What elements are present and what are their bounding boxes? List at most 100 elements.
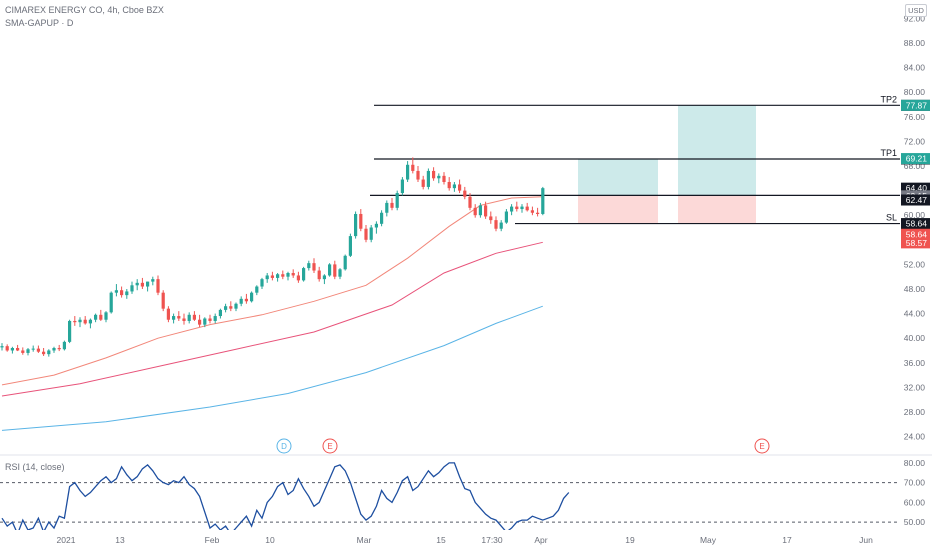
candle	[94, 313, 98, 323]
time-tick-label: 17	[782, 535, 792, 545]
price-axis[interactable]: 92.0088.0084.0080.0076.0072.0068.0064.00…	[901, 13, 930, 527]
candle-body	[322, 275, 326, 280]
candle-body	[156, 279, 160, 293]
candle	[338, 268, 342, 280]
event-marker: E	[754, 438, 770, 454]
candle	[504, 209, 508, 224]
candle-body	[536, 212, 540, 214]
sma-fast-line	[1, 196, 543, 386]
price-tag-text: 64.40	[906, 183, 928, 193]
event-marker-label: E	[327, 442, 332, 451]
candle	[354, 211, 358, 239]
candle-body	[385, 202, 389, 213]
price-tag-text: 62.47	[906, 195, 928, 205]
candle	[463, 186, 467, 200]
candle-body	[270, 275, 274, 278]
candle-body	[109, 292, 113, 313]
candle	[478, 202, 482, 218]
candle-body	[146, 281, 150, 287]
candle	[385, 200, 389, 217]
price-tick-label: 76.00	[904, 112, 926, 122]
candle	[224, 303, 228, 313]
price-tag-bg	[901, 99, 930, 111]
candle	[36, 345, 40, 353]
candle	[151, 276, 155, 286]
candle	[525, 202, 529, 212]
candle	[213, 313, 217, 324]
symbol-title: CIMAREX ENERGY CO, 4h, Cboe BZX	[5, 5, 164, 15]
candle	[83, 316, 87, 325]
price-tick-label: 84.00	[904, 63, 926, 73]
candle	[416, 166, 420, 182]
level-tag-bg	[901, 218, 930, 230]
candle	[198, 314, 202, 328]
candle	[333, 260, 337, 280]
candle-body	[208, 318, 212, 321]
candle-body	[348, 236, 352, 256]
candle-body	[234, 303, 238, 309]
price-tag: 77.87	[901, 99, 930, 111]
candle-body	[203, 318, 207, 325]
rsi-tick-label: 80.00	[904, 458, 926, 468]
rsi-tick-label: 60.00	[904, 497, 926, 507]
price-tick-label: 28.00	[904, 407, 926, 417]
price-tick-label: 60.00	[904, 210, 926, 220]
candle-body	[400, 179, 404, 194]
candle	[109, 291, 113, 314]
price-tag-text: 69.21	[906, 154, 928, 164]
candle-body	[515, 206, 519, 210]
candle	[499, 220, 503, 232]
candle	[276, 273, 280, 282]
candle-body	[411, 164, 415, 171]
candle-body	[244, 298, 248, 302]
candle	[57, 344, 61, 352]
price-tick-label: 40.00	[904, 333, 926, 343]
candle-body	[463, 190, 467, 197]
candle-body	[16, 348, 20, 351]
candle	[26, 348, 30, 356]
candle-body	[239, 298, 243, 304]
candle-body	[255, 286, 259, 293]
candle-body	[432, 170, 436, 179]
candle-body	[426, 170, 430, 187]
candle	[380, 210, 384, 227]
candle-body	[198, 319, 202, 325]
candle-body	[328, 264, 332, 276]
candle-body	[31, 348, 35, 350]
candle	[291, 269, 295, 278]
rsi-line	[1, 462, 570, 530]
candle	[172, 313, 176, 324]
candle-body	[489, 216, 493, 221]
candle-body	[317, 270, 321, 280]
candle-body	[406, 164, 410, 180]
time-axis[interactable]: 2021 13 Feb 10 Mar 15 17:30 Apr 19 May 17 Jun	[57, 535, 874, 545]
price-tag: 69.21	[901, 153, 930, 165]
candle	[270, 271, 274, 281]
currency-badge[interactable]: USD	[905, 4, 927, 17]
candle-body	[364, 228, 368, 240]
price-tick-label: 92.00	[904, 13, 926, 23]
candle	[374, 221, 378, 234]
candle	[452, 182, 456, 192]
candle-body	[213, 316, 217, 321]
price-tag: 58.57	[901, 237, 930, 249]
candle	[489, 211, 493, 224]
price-tag-text: 58.57	[906, 238, 928, 248]
candle-body	[333, 264, 337, 277]
candle	[239, 296, 243, 307]
candle-body	[73, 320, 77, 323]
level-label: SL	[886, 213, 897, 223]
candle	[120, 286, 124, 298]
candle-body	[5, 346, 9, 351]
candle-body	[499, 222, 503, 229]
time-tick-label: 17:30	[481, 535, 503, 545]
candle-body	[421, 179, 425, 187]
candle	[208, 314, 212, 324]
price-tag-bg	[901, 182, 930, 194]
candle	[364, 225, 368, 243]
candle-body	[26, 349, 30, 353]
time-tick-label: May	[700, 535, 717, 545]
candle	[359, 209, 363, 232]
candle	[343, 254, 347, 271]
